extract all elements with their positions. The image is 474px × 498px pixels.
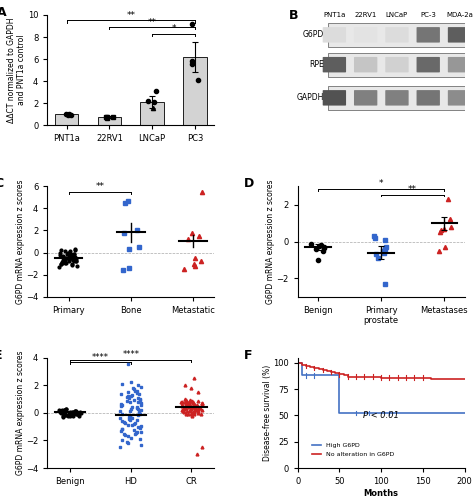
- Bar: [140, 102, 164, 125]
- FancyBboxPatch shape: [448, 57, 471, 72]
- FancyBboxPatch shape: [323, 27, 346, 42]
- FancyBboxPatch shape: [354, 27, 377, 42]
- Bar: [328, 52, 465, 77]
- Text: G6PD: G6PD: [303, 30, 324, 39]
- Text: C: C: [0, 177, 3, 190]
- Y-axis label: G6PD mRNA expression z scores: G6PD mRNA expression z scores: [16, 351, 25, 475]
- Bar: [183, 57, 207, 125]
- Bar: [98, 117, 121, 125]
- Text: **: **: [95, 182, 104, 191]
- Legend: High G6PD, No alteration in G6PD: High G6PD, No alteration in G6PD: [309, 441, 397, 460]
- Text: B: B: [289, 9, 299, 22]
- FancyBboxPatch shape: [354, 57, 377, 72]
- Text: 22RV1: 22RV1: [355, 12, 377, 18]
- Y-axis label: Disease-free survival (%): Disease-free survival (%): [263, 365, 272, 461]
- Text: **: **: [127, 11, 135, 20]
- FancyBboxPatch shape: [417, 27, 440, 42]
- FancyBboxPatch shape: [385, 57, 409, 72]
- FancyBboxPatch shape: [417, 57, 440, 72]
- Y-axis label: G6PD mRNA expression z scores: G6PD mRNA expression z scores: [266, 179, 275, 304]
- Text: A: A: [0, 6, 7, 19]
- Text: *: *: [379, 179, 383, 188]
- FancyBboxPatch shape: [417, 90, 440, 106]
- Text: F: F: [244, 349, 253, 362]
- Bar: [328, 23, 465, 47]
- Text: MDA-2a: MDA-2a: [446, 12, 473, 18]
- Text: GAPDH: GAPDH: [297, 93, 324, 102]
- Text: P < 0.01: P < 0.01: [363, 411, 399, 420]
- Y-axis label: G6PD mRNA expression z scores: G6PD mRNA expression z scores: [16, 179, 25, 304]
- Text: ****: ****: [122, 350, 139, 359]
- FancyBboxPatch shape: [354, 90, 377, 106]
- Text: **: **: [408, 185, 417, 194]
- Text: E: E: [0, 349, 2, 362]
- FancyBboxPatch shape: [385, 90, 409, 106]
- FancyBboxPatch shape: [448, 27, 471, 42]
- Text: LNCaP: LNCaP: [386, 12, 408, 18]
- Text: D: D: [244, 177, 255, 190]
- Text: ****: ****: [92, 353, 109, 362]
- FancyBboxPatch shape: [385, 27, 409, 42]
- Text: PNT1a: PNT1a: [323, 12, 346, 18]
- Bar: [55, 115, 79, 125]
- Bar: [328, 86, 465, 110]
- FancyBboxPatch shape: [448, 90, 471, 106]
- Text: **: **: [148, 17, 157, 26]
- Text: PC-3: PC-3: [420, 12, 436, 18]
- FancyBboxPatch shape: [323, 57, 346, 72]
- Y-axis label: ΔΔCT normalized to GAPDH
and PNT1a control: ΔΔCT normalized to GAPDH and PNT1a contr…: [7, 17, 27, 123]
- X-axis label: Months: Months: [364, 489, 399, 498]
- Text: RPE: RPE: [310, 60, 324, 69]
- FancyBboxPatch shape: [323, 90, 346, 106]
- Text: *: *: [171, 24, 176, 33]
